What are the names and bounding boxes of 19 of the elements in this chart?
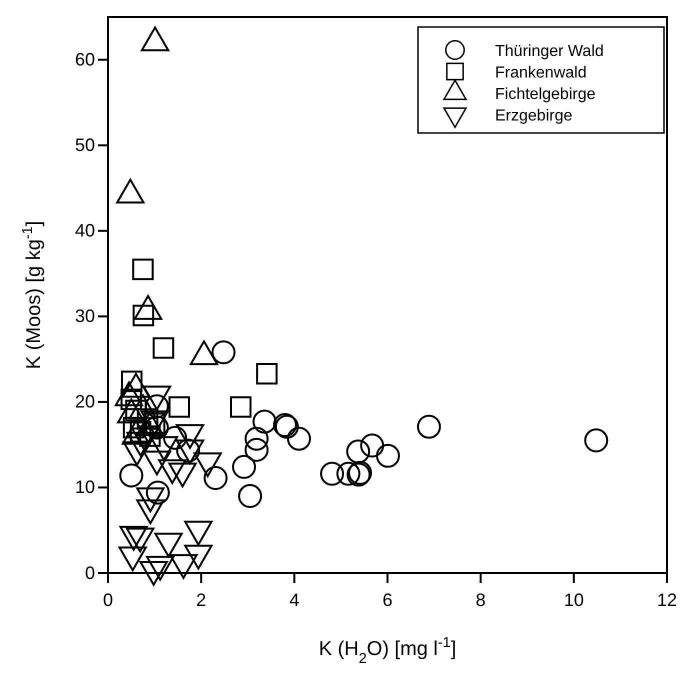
x-tick-label: 8 xyxy=(476,590,486,610)
x-tick-label: 6 xyxy=(382,590,393,610)
y-tick-label: 0 xyxy=(84,562,95,583)
x-tick-label: 4 xyxy=(289,590,300,610)
x-tick-label: 10 xyxy=(564,590,584,610)
legend-label: Erzgebirge xyxy=(495,108,572,124)
legend-label: Fichtelgebirge xyxy=(495,86,596,103)
y-tick-label: 30 xyxy=(74,306,95,326)
x-axis-title: K (H$_{2}$O) [mg l$^{-1}$] xyxy=(318,635,456,667)
y-tick-label: 40 xyxy=(74,220,95,241)
legend-label: Thüringer Wald xyxy=(495,43,604,60)
y-tick-label: 50 xyxy=(74,135,95,156)
legend-label: Frankenwald xyxy=(495,64,587,82)
x-tick-label: 0 xyxy=(102,590,114,610)
x-tick-label: 12 xyxy=(656,590,678,610)
x-tick-label: 2 xyxy=(196,590,206,610)
y-tick-label: 10 xyxy=(74,477,95,498)
y-tick-label: 20 xyxy=(74,392,95,412)
y-tick-label: 60 xyxy=(74,50,95,70)
